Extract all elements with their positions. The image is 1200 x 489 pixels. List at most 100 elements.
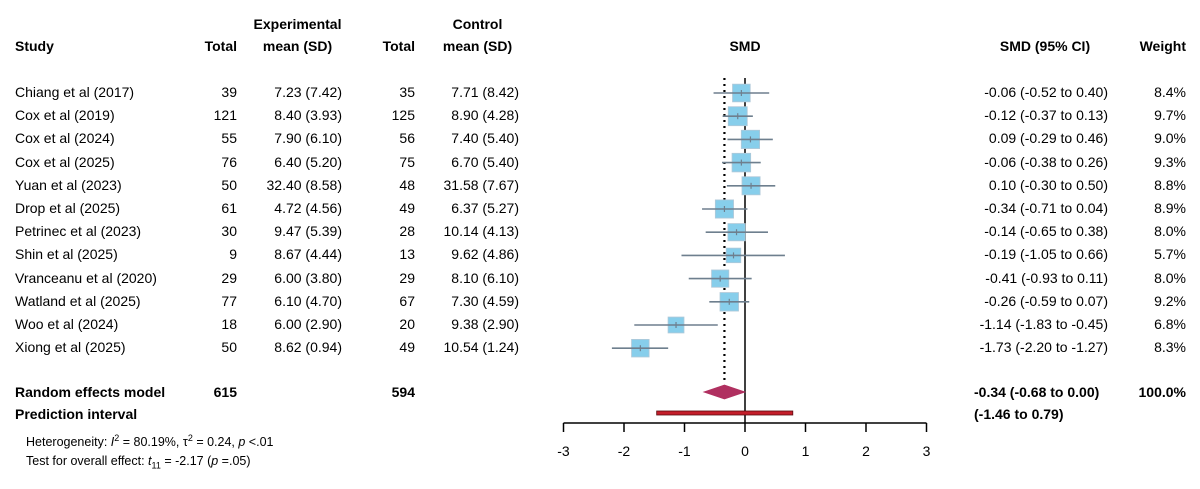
study-name: Cox et al (2019) <box>15 107 115 124</box>
heterogeneity-prefix: Heterogeneity: <box>26 435 111 450</box>
study-name: Yuan et al (2023) <box>15 176 122 193</box>
exp-mean-sd: 32.40 (8.58) <box>266 176 343 193</box>
t-df: 11 <box>151 460 161 471</box>
header-experimental: Experimental <box>253 16 342 32</box>
exp-total: 77 <box>221 292 237 309</box>
header-smd-ci: SMD (95% CI) <box>999 38 1091 54</box>
study-ci: -0.19 (-1.05 to 0.66) <box>984 246 1108 263</box>
exp-total: 121 <box>213 107 237 124</box>
study-weight: 8.3% <box>1154 339 1186 356</box>
x-axis-tick-label: -2 <box>618 443 631 459</box>
ctrl-mean-sd: 8.90 (4.28) <box>451 107 519 124</box>
exp-mean-sd: 9.47 (5.39) <box>274 223 342 240</box>
t-value: = -2.17 ( <box>160 454 212 468</box>
exp-mean-sd: 8.67 (4.44) <box>274 246 342 263</box>
study-name: Shin et al (2025) <box>15 246 118 263</box>
ctrl-mean-sd: 31.58 (7.67) <box>443 176 520 193</box>
het-p-symbol: p <box>238 435 246 450</box>
overall-p-symbol: p <box>211 454 219 468</box>
study-name: Petrinec et al (2023) <box>15 223 142 240</box>
exp-total: 55 <box>221 130 237 147</box>
exp-mean-sd: 7.23 (7.42) <box>274 84 342 100</box>
header-ctrl-total: Total <box>382 38 415 54</box>
exp-total: 29 <box>221 269 237 286</box>
study-weight: 8.0% <box>1154 269 1186 286</box>
study-name: Vranceanu et al (2020) <box>15 269 157 286</box>
exp-total: 61 <box>221 200 237 216</box>
random-effects-label: Random effects model <box>15 384 166 400</box>
ctrl-total: 13 <box>399 246 415 263</box>
study-ci: -1.14 (-1.83 to -0.45) <box>979 316 1108 332</box>
header-exp-mean: mean (SD) <box>262 38 333 54</box>
x-axis-tick-label: -3 <box>557 443 570 459</box>
x-axis-tick-label: 3 <box>923 443 931 459</box>
ctrl-total: 48 <box>399 176 415 193</box>
heterogeneity-stats: Heterogeneity: I2 = 80.19%, τ2 = 0.24, p… <box>26 433 274 450</box>
study-ci: -0.12 (-0.37 to 0.13) <box>984 107 1108 124</box>
random-effects-diamond <box>702 384 747 400</box>
header-weight: Weight <box>1139 38 1186 54</box>
study-name: Cox et al (2025) <box>15 153 115 170</box>
tau-value: = 0.24, <box>192 435 239 450</box>
study-weight: 8.9% <box>1154 200 1186 216</box>
study-name: Chiang et al (2017) <box>15 84 135 100</box>
random-effects-ctrl-total: 594 <box>391 384 415 400</box>
study-name: Xiong et al (2025) <box>15 339 126 356</box>
study-weight: 9.0% <box>1154 130 1186 147</box>
t-symbol: t <box>148 454 152 468</box>
exp-total: 9 <box>229 246 237 263</box>
ctrl-total: 20 <box>399 316 415 332</box>
study-ci: 0.10 (-0.30 to 0.50) <box>988 176 1108 193</box>
x-axis-tick-label: 1 <box>802 443 810 459</box>
study-ci: -0.34 (-0.71 to 0.04) <box>984 200 1108 216</box>
study-weight: 5.7% <box>1154 246 1186 263</box>
study-ci: -0.14 (-0.65 to 0.38) <box>984 223 1108 240</box>
ctrl-total: 35 <box>399 84 415 100</box>
prediction-interval-label: Prediction interval <box>15 406 138 422</box>
x-axis-tick-label: 2 <box>862 443 870 459</box>
exp-total: 50 <box>221 339 237 356</box>
ctrl-mean-sd: 9.38 (2.90) <box>451 316 519 332</box>
overall-prefix: Test for overall effect: <box>26 454 149 468</box>
random-effects-weight: 100.0% <box>1138 384 1186 400</box>
ctrl-mean-sd: 7.40 (5.40) <box>451 130 519 147</box>
study-name: Watland et al (2025) <box>15 292 141 309</box>
header-study: Study <box>15 38 54 54</box>
exp-mean-sd: 8.40 (3.93) <box>274 107 342 124</box>
x-axis-tick-label: -1 <box>678 443 691 459</box>
study-weight: 8.8% <box>1154 176 1186 193</box>
exp-mean-sd: 6.00 (3.80) <box>274 269 342 286</box>
exp-total: 30 <box>221 223 237 240</box>
exp-mean-sd: 7.90 (6.10) <box>274 130 342 147</box>
ctrl-total: 49 <box>399 339 415 356</box>
ctrl-total: 29 <box>399 269 415 286</box>
header-smd-plot: SMD <box>729 38 761 54</box>
ctrl-total: 67 <box>399 292 415 309</box>
overall-effect-test: Test for overall effect: t11 = -2.17 (p … <box>26 453 251 474</box>
overall-p-value: =.05) <box>218 454 251 468</box>
header-ctrl-mean: mean (SD) <box>442 38 513 54</box>
ctrl-mean-sd: 6.70 (5.40) <box>451 153 519 170</box>
ctrl-mean-sd: 9.62 (4.86) <box>451 246 519 263</box>
header-control: Control <box>452 16 503 32</box>
study-weight: 6.8% <box>1154 316 1186 332</box>
study-ci: -0.41 (-0.93 to 0.11) <box>985 269 1108 286</box>
i2-value: = 80.19%, <box>119 435 183 450</box>
exp-total: 76 <box>221 153 237 170</box>
study-name: Cox et al (2024) <box>15 130 115 147</box>
exp-mean-sd: 6.00 (2.90) <box>274 316 342 332</box>
study-name: Drop et al (2025) <box>15 200 121 216</box>
ctrl-mean-sd: 10.14 (4.13) <box>443 223 520 240</box>
ctrl-mean-sd: 10.54 (1.24) <box>443 339 520 356</box>
ctrl-total: 28 <box>399 223 415 240</box>
x-axis-tick-label: 0 <box>741 443 749 459</box>
exp-mean-sd: 4.72 (4.56) <box>274 200 342 216</box>
ctrl-total: 125 <box>391 107 415 124</box>
study-name: Woo et al (2024) <box>15 316 119 332</box>
exp-mean-sd: 8.62 (0.94) <box>274 339 342 356</box>
exp-mean-sd: 6.10 (4.70) <box>274 292 342 309</box>
prediction-interval-ci: (-1.46 to 0.79) <box>974 406 1064 422</box>
study-ci: -0.26 (-0.59 to 0.07) <box>984 292 1108 309</box>
study-ci: -1.73 (-2.20 to -1.27) <box>979 339 1108 356</box>
